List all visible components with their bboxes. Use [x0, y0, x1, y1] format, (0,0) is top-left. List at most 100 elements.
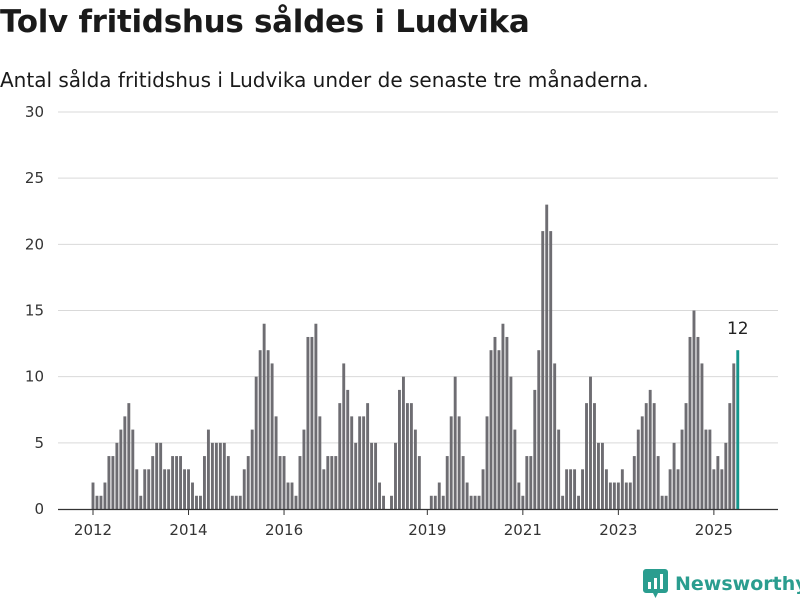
x-tick-label: 2016 [265, 521, 303, 539]
bar [238, 495, 242, 509]
bar [620, 469, 624, 509]
bar [668, 469, 672, 509]
bar [708, 429, 712, 509]
bar [608, 482, 612, 509]
bar [183, 469, 186, 509]
bar [119, 429, 123, 509]
bar [390, 495, 393, 509]
bar [306, 336, 310, 509]
bar [433, 495, 437, 509]
bar [640, 416, 644, 509]
bar [644, 403, 648, 509]
x-tick-label: 2012 [74, 521, 112, 539]
bar [163, 469, 167, 509]
bar [222, 442, 226, 509]
bar [282, 456, 286, 509]
newsworthy-logo: Newsworthy [643, 568, 800, 600]
bar [250, 429, 254, 509]
bar [210, 442, 214, 509]
bar [266, 350, 270, 509]
newsworthy-logo-icon [643, 569, 668, 598]
bar [206, 429, 210, 509]
bar [485, 416, 489, 509]
y-tick-label: 15 [25, 302, 44, 320]
bar [557, 429, 561, 509]
bar [298, 456, 302, 509]
bar [258, 350, 262, 509]
bar [688, 336, 692, 509]
y-tick-label: 30 [25, 103, 44, 121]
bar [246, 456, 250, 509]
bar [533, 389, 537, 509]
bar [704, 429, 708, 509]
bar [394, 442, 397, 509]
bar [628, 482, 632, 509]
bar-highlight [736, 350, 740, 509]
bar [716, 456, 720, 509]
bar [561, 495, 565, 509]
bar [270, 363, 274, 509]
bar [461, 456, 465, 509]
bar [274, 416, 278, 509]
bars [91, 204, 740, 509]
bar [509, 376, 513, 509]
bar [525, 456, 529, 509]
bar [226, 456, 230, 509]
bar [99, 495, 103, 509]
bar [103, 482, 107, 509]
bar [501, 323, 505, 509]
bar [195, 495, 198, 509]
bar [405, 403, 409, 509]
bar [262, 323, 266, 509]
bar [326, 456, 330, 509]
bar [107, 456, 111, 509]
bar [728, 403, 732, 509]
bar [589, 376, 592, 509]
x-tick-label: 2023 [599, 521, 637, 539]
bar [473, 495, 477, 509]
bar [445, 456, 449, 509]
y-tick-label: 20 [25, 235, 44, 253]
bar [541, 231, 545, 509]
chart-title: Tolv fritidshus såldes i Ludvika [0, 4, 530, 40]
bar [302, 429, 306, 509]
bar [409, 403, 413, 509]
bar [656, 456, 660, 509]
bar [199, 495, 202, 509]
bar [549, 231, 553, 509]
x-tick-label: 2014 [169, 521, 207, 539]
bar [314, 323, 318, 509]
bar [322, 469, 326, 509]
bar [624, 482, 628, 509]
y-tick-label: 10 [25, 368, 44, 386]
bar [652, 403, 656, 509]
bar [230, 495, 234, 509]
bar [493, 336, 497, 509]
gridlines [58, 111, 778, 444]
bar [600, 442, 604, 509]
bar [358, 416, 362, 509]
bar [234, 495, 238, 509]
y-axis-labels: 0 5 10 15 20 25 30 [25, 103, 44, 518]
bar [171, 456, 175, 509]
bar [95, 495, 99, 509]
x-axis: 2012 2014 2016 2019 2021 2023 2025 [58, 508, 778, 539]
bar [278, 456, 282, 509]
y-tick-label: 5 [34, 434, 44, 452]
bar [585, 403, 588, 509]
bar [469, 495, 473, 509]
bar [449, 416, 453, 509]
bar [362, 416, 366, 509]
bar [187, 469, 190, 509]
bar [354, 442, 358, 509]
bar [143, 469, 147, 509]
bar [441, 495, 445, 509]
y-tick-label: 0 [34, 500, 44, 518]
bar [350, 416, 354, 509]
bar [242, 469, 246, 509]
bar [537, 350, 541, 509]
y-tick-label: 25 [25, 169, 44, 187]
bar [680, 429, 684, 509]
bar [139, 495, 143, 509]
bar [676, 469, 680, 509]
